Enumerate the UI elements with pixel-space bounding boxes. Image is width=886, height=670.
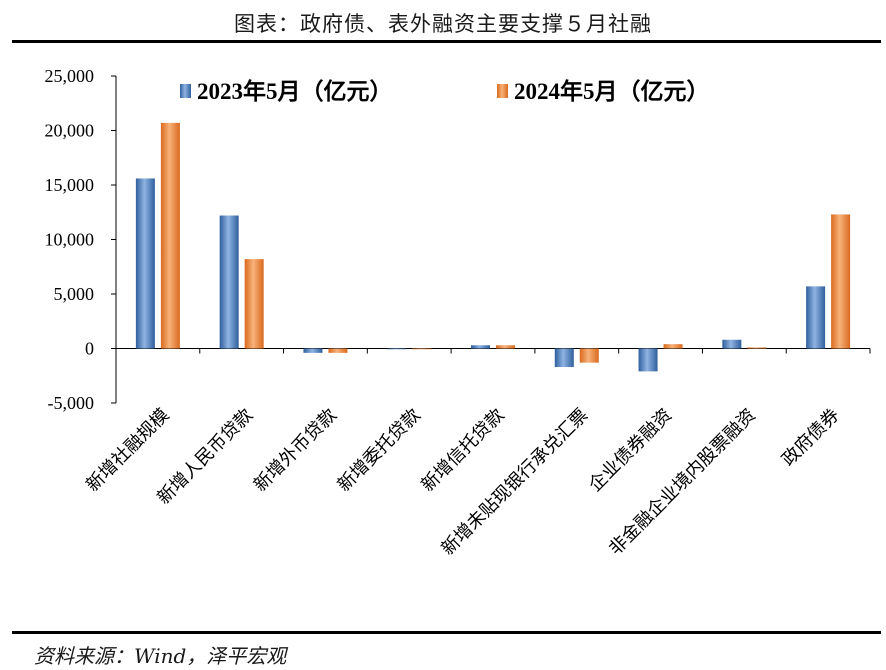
category-label: 新增信托贷款	[417, 405, 508, 496]
bar-2023-3	[387, 348, 407, 350]
legend-label: 2023年5月（亿元）	[197, 78, 393, 104]
bar-2024-2	[328, 348, 348, 353]
y-tick-label: 25,000	[45, 66, 95, 86]
bar-2023-5	[554, 348, 574, 368]
y-tick-label: 15,000	[45, 175, 95, 195]
bar-2024-5	[579, 348, 599, 363]
category-label: 新增未贴现银行承兑汇票	[437, 405, 592, 560]
y-tick-label: -5,000	[48, 393, 95, 413]
bar-2024-4	[496, 345, 515, 349]
bar-2023-4	[471, 345, 490, 349]
bar-2023-7	[722, 339, 742, 349]
legend-swatch-2023	[180, 84, 191, 98]
bar-2024-0	[160, 122, 180, 349]
top-rule	[12, 40, 881, 43]
category-label: 企业债券融资	[585, 405, 676, 496]
bar-2024-7	[747, 347, 767, 349]
bar-chart: -5,000 0 5,000 10,000 15,000 20,000 25,000 新增社融…	[45, 66, 871, 560]
chart-title: 图表：政府债、表外融资主要支撑５月社融	[234, 12, 652, 36]
category-label: 非金融企业境内股票融资	[605, 405, 760, 560]
y-tick-label: 0	[85, 339, 94, 359]
category-label: 新增委托贷款	[334, 405, 425, 496]
bars-group	[135, 122, 851, 372]
bottom-rule	[12, 631, 881, 634]
bar-2024-1	[244, 259, 264, 349]
bar-2024-8	[831, 214, 851, 349]
y-tick-label: 20,000	[45, 121, 95, 141]
bar-2023-1	[219, 215, 239, 349]
source-note: 资料来源：Wind，泽平宏观	[34, 644, 287, 668]
bar-2024-6	[663, 344, 683, 349]
category-label: 政府债券	[778, 405, 844, 471]
bar-2023-2	[303, 348, 323, 353]
bar-2024-3	[412, 348, 432, 350]
legend-swatch-2024	[497, 84, 508, 98]
bar-2023-6	[638, 348, 658, 372]
y-tick-label: 10,000	[45, 230, 95, 250]
y-tick-label: 5,000	[54, 284, 95, 304]
category-label: 新增社融规模	[82, 405, 173, 496]
category-label: 新增外币贷款	[250, 405, 341, 496]
legend-group: 2023年5月（亿元） 2024年5月（亿元）	[180, 78, 710, 104]
bar-2023-8	[806, 286, 826, 349]
legend-label: 2024年5月（亿元）	[514, 78, 710, 104]
bar-2023-0	[135, 178, 155, 349]
axes-group	[111, 75, 871, 404]
